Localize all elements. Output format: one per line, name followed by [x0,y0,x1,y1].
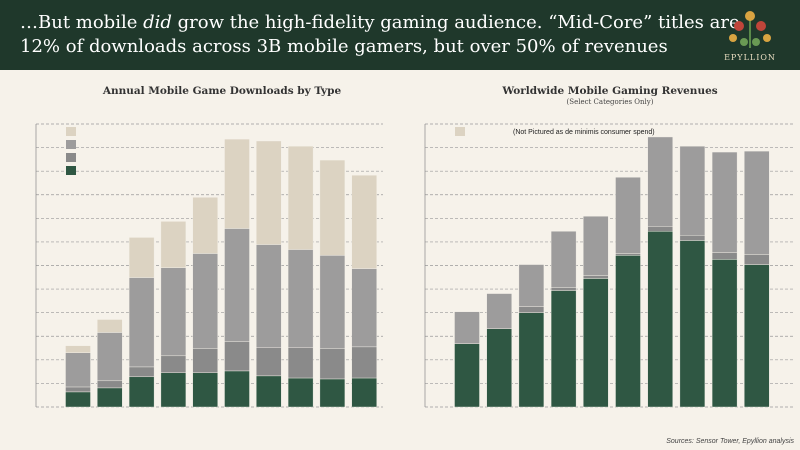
bar-segment [744,150,770,255]
bar-segment [550,231,577,288]
bar-segment [192,253,218,349]
bar-segment [192,197,218,254]
bar-segment [679,235,706,241]
bar-segment [287,377,314,408]
title-segment: 12% of downloads across 3B mobile gamers… [20,36,668,57]
bar-segment [128,237,155,278]
chart-subtitle: (Select Categories Only) [567,98,654,106]
bar-segment [486,293,512,329]
bar-segment [256,244,282,349]
bar-segment [97,380,123,389]
bar-segment [550,287,577,291]
bar-segment [287,145,314,250]
bar-segment [583,275,609,279]
bar-segment [351,346,377,379]
bar-segment [65,391,91,408]
legend-swatch [66,166,76,175]
bar-segment [97,387,123,408]
bar-segment [319,378,346,408]
bar-segment [518,264,545,307]
chart-title: Worldwide Mobile Gaming Revenues [501,85,717,97]
bar-segment [160,267,187,357]
bar-segment [224,341,250,372]
title-segment: did [143,12,172,33]
logo-text: EPYLLION [724,53,776,62]
bar-segment [351,377,377,408]
bar-segment [583,216,609,276]
source: Sources: Sensor Tower, Epyllion analysis [666,438,794,445]
bar-segment [583,278,609,408]
title-line: 12% of downloads across 3B mobile gamers… [20,36,668,57]
bar-segment [192,348,218,374]
bar-segment [647,136,673,227]
bar-segment [287,249,314,349]
legend-label: (Not Pictured as de minimis consumer spe… [513,129,655,136]
bar-segment [128,376,155,408]
bar-segment [224,228,250,342]
logo-icon [729,11,771,48]
bar-segment [486,328,512,408]
bar-segment [679,145,706,236]
bar-segment [192,372,218,408]
bar-segment [256,347,282,377]
bar-segment [97,319,123,333]
bar-segment [128,366,155,378]
bar-segment [711,252,738,260]
bar-segment [319,348,346,380]
bar-segment [615,255,641,408]
bar-segment [679,240,706,408]
header-bar [0,0,800,70]
bar-segment [224,138,250,229]
bar-segment [65,386,91,393]
bar-segment [647,226,673,232]
bar-segment [550,290,577,408]
bar-segment [65,345,91,353]
title-line: …But mobile did grow the high-fidelity g… [20,12,740,33]
bar-segment [351,174,377,269]
bar-segment [647,231,673,408]
bar-segment [454,343,480,408]
bar-segment [256,140,282,245]
title: …But mobile did grow the high-fidelity g… [20,12,740,57]
legend-swatch [455,127,465,136]
bar-segment [615,177,641,254]
bar-segment [160,221,187,268]
bar-segment [287,347,314,379]
bar-segment [319,255,346,349]
bar-segment [744,264,770,408]
bar-segment [454,311,480,344]
title-segment: grow the high-fidelity gaming audience. … [172,12,740,33]
legend-swatch [66,153,76,162]
bar-segment [224,370,250,408]
bar-segment [160,372,187,408]
bar-segment [319,159,346,256]
title-segment: …But mobile [20,12,143,33]
legend-swatch [66,140,76,149]
bar-segment [518,306,545,313]
bar-segment [65,352,91,388]
bar-segment [351,268,377,348]
bar-segment [518,312,545,408]
bar-segment [97,332,123,382]
bar-segment [711,259,738,408]
bar-segment [744,254,770,265]
legend-swatch [66,127,76,136]
bar-segment [711,151,738,253]
chart-title: Annual Mobile Game Downloads by Type [102,85,342,97]
bar-segment [615,253,641,256]
bar-segment [160,355,187,374]
bar-segment [128,277,155,368]
bar-segment [256,375,282,408]
